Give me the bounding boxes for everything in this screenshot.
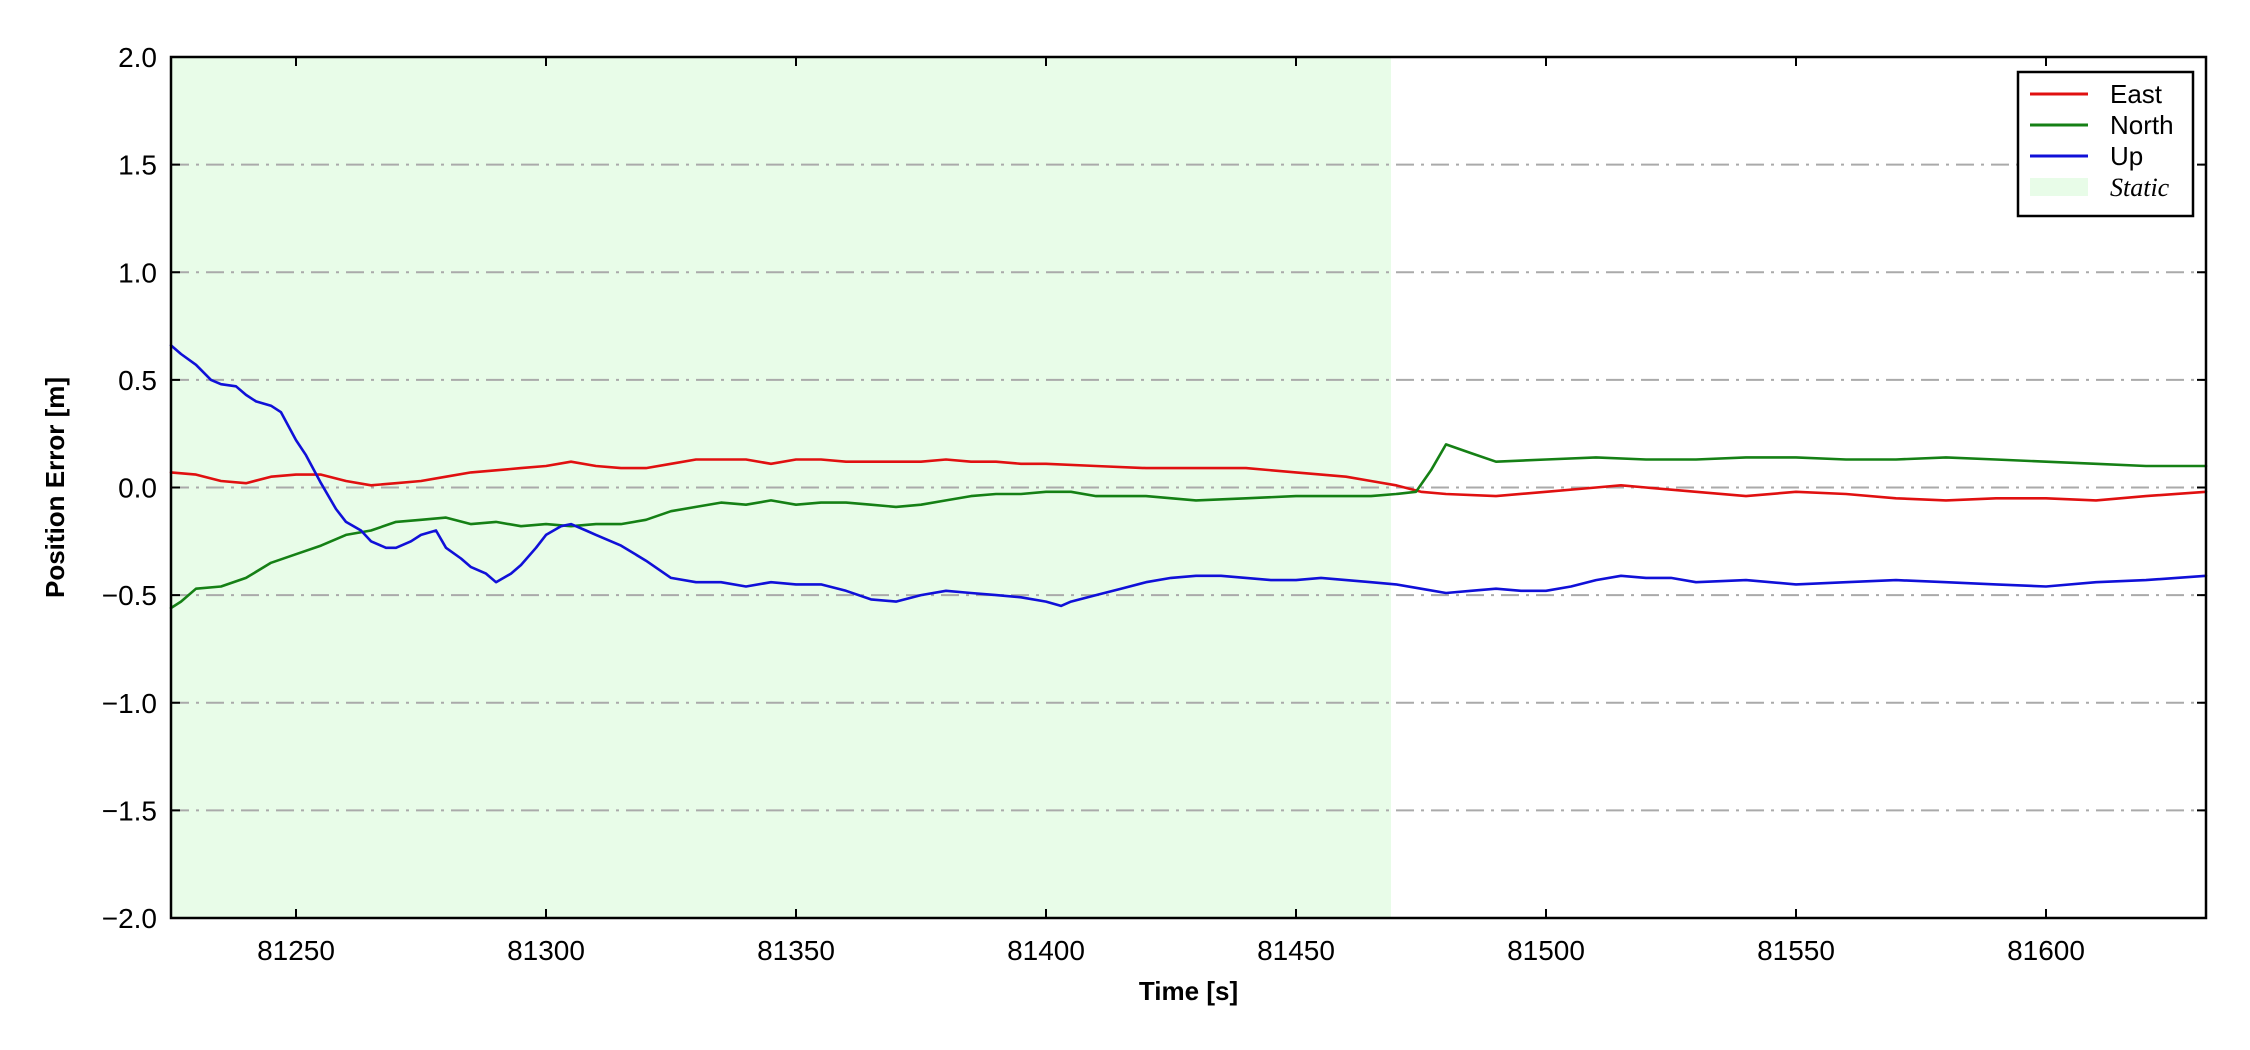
y-tick-label: 1.5 — [118, 150, 157, 181]
y-tick-label: −1.5 — [102, 795, 157, 826]
axis-ticks: 81250 81300 81350 81400 81450 81500 81550 81600… — [102, 42, 2206, 966]
y-axis-label: Position Error [m] — [40, 377, 70, 598]
legend-swatch-static — [2030, 178, 2088, 196]
series-line-north — [169, 443, 2208, 610]
legend-label-north: North — [2110, 110, 2174, 140]
y-tick-label: −0.5 — [102, 580, 157, 611]
x-tick-label: 81600 — [2007, 935, 2085, 966]
y-tick-label: 0.0 — [118, 473, 157, 504]
x-tick-label: 81400 — [1007, 935, 1085, 966]
x-tick-label: 81500 — [1507, 935, 1585, 966]
legend-label-static: Static — [2110, 173, 2170, 202]
y-tick-label: −2.0 — [102, 903, 157, 934]
x-axis-label: Time [s] — [1139, 976, 1238, 1006]
y-tick-label: 0.5 — [118, 365, 157, 396]
x-tick-label: 81550 — [1757, 935, 1835, 966]
series-line-east — [169, 458, 2208, 502]
y-tick-label: 2.0 — [118, 42, 157, 73]
series-line-up — [169, 344, 2208, 608]
y-tick-label: −1.0 — [102, 688, 157, 719]
y-tick-label: 1.0 — [118, 257, 157, 288]
legend-label-east: East — [2110, 79, 2163, 109]
series-lines — [169, 344, 2208, 610]
x-tick-label: 81300 — [507, 935, 585, 966]
legend-label-up: Up — [2110, 141, 2143, 171]
grid-lines — [171, 163, 2206, 812]
x-tick-label: 81350 — [757, 935, 835, 966]
x-tick-label: 81250 — [257, 935, 335, 966]
x-tick-label: 81450 — [1257, 935, 1335, 966]
